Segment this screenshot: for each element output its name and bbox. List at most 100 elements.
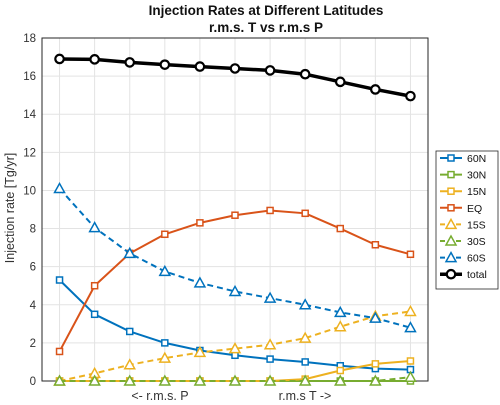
legend-label: EQ xyxy=(467,203,482,215)
data-point xyxy=(404,304,417,317)
data-point xyxy=(404,321,417,333)
data-point xyxy=(404,370,417,382)
legend-marker xyxy=(447,170,455,179)
data-point xyxy=(371,360,380,368)
legend-label: 30S xyxy=(467,236,486,248)
y-tick-label: 0 xyxy=(30,376,36,388)
data-point xyxy=(263,338,277,350)
chart-title: Injection Rates at Different Latitudes xyxy=(149,3,384,18)
series-60s xyxy=(53,181,417,333)
data-point xyxy=(263,291,277,303)
data-point xyxy=(333,374,347,386)
data-point xyxy=(369,311,382,323)
data-point xyxy=(89,54,100,65)
legend-marker xyxy=(445,268,457,280)
series-total xyxy=(54,53,416,102)
legend-entry-eq: EQ xyxy=(440,203,482,215)
data-point xyxy=(336,366,345,375)
y-axis-label: Injection rate [Tg/yr] xyxy=(3,153,17,263)
legend-entry-30n: 30N xyxy=(440,170,486,182)
legend-entry-total: total xyxy=(440,268,487,281)
x-axis-label-right: r.m.s T -> xyxy=(279,389,332,403)
legend-items: 60N 30N 15N EQ 15S 30S 60S total xyxy=(440,153,487,281)
data-point xyxy=(88,221,101,233)
y-tick-label: 12 xyxy=(23,147,36,159)
data-point xyxy=(299,68,311,80)
series-line-60s xyxy=(58,187,411,329)
legend-label: 15S xyxy=(467,219,486,231)
series-30s xyxy=(53,370,417,386)
y-tick-label: 2 xyxy=(30,338,36,350)
data-point xyxy=(90,310,99,319)
y-tick-label: 14 xyxy=(23,109,36,121)
data-point xyxy=(228,342,242,354)
data-point xyxy=(54,53,65,65)
data-point xyxy=(159,59,171,70)
data-point xyxy=(196,219,204,227)
data-point xyxy=(90,281,99,290)
data-point xyxy=(228,284,242,297)
legend-label: 60S xyxy=(467,253,486,265)
data-point xyxy=(264,65,276,76)
data-point xyxy=(266,206,274,215)
data-point xyxy=(406,250,415,259)
data-point xyxy=(231,211,239,219)
legend-marker xyxy=(447,187,455,195)
legend: 60N 30N 15N EQ 15S 30S 60S total xyxy=(435,150,499,290)
data-point xyxy=(158,351,172,363)
chart-subtitle: r.m.s. T vs r.m.s P xyxy=(209,20,323,35)
data-point xyxy=(301,358,309,366)
legend-marker xyxy=(447,154,455,162)
legend-marker xyxy=(447,204,455,212)
data-point xyxy=(371,241,380,249)
data-point xyxy=(336,224,345,233)
x-axis-label-left: <- r.m.s. P xyxy=(131,389,188,403)
data-point xyxy=(263,374,277,386)
grid-lines xyxy=(42,37,428,382)
legend-label: 15N xyxy=(467,186,486,198)
data-point xyxy=(193,374,207,386)
data-point xyxy=(158,374,172,386)
data-point xyxy=(333,305,347,318)
series-layer xyxy=(53,53,417,386)
data-point xyxy=(370,84,381,95)
data-point xyxy=(369,374,382,386)
legend-entry-15n: 15N xyxy=(440,186,486,198)
data-point xyxy=(55,276,64,284)
data-point xyxy=(301,209,309,218)
data-point xyxy=(229,63,241,74)
data-point xyxy=(123,246,137,259)
y-tick-label: 10 xyxy=(23,185,36,197)
data-point xyxy=(55,347,64,356)
data-point xyxy=(158,264,172,277)
y-tick-label: 16 xyxy=(23,71,36,83)
y-tick-label: 18 xyxy=(23,33,36,45)
data-point xyxy=(334,76,346,88)
data-point xyxy=(333,320,347,332)
data-point xyxy=(124,57,136,68)
data-point xyxy=(298,331,312,343)
series-eq xyxy=(55,206,415,356)
legend-marker xyxy=(444,251,458,263)
legend-label: total xyxy=(467,269,487,281)
data-point xyxy=(193,345,207,358)
data-point xyxy=(298,374,312,386)
data-point xyxy=(298,298,312,310)
data-point xyxy=(194,61,206,72)
data-point xyxy=(405,90,416,102)
data-point xyxy=(161,230,169,239)
data-point xyxy=(161,339,169,347)
legend-entry-30s: 30S xyxy=(440,234,486,248)
legend-marker xyxy=(444,234,458,246)
data-point xyxy=(53,374,66,386)
data-point xyxy=(228,374,242,386)
legend-entry-15s: 15S xyxy=(440,217,486,231)
legend-entry-60s: 60S xyxy=(440,251,486,265)
y-tick-label: 6 xyxy=(30,262,36,274)
legend-marker xyxy=(444,217,458,230)
data-point xyxy=(193,276,207,288)
data-point xyxy=(406,357,415,365)
data-point xyxy=(88,374,101,386)
